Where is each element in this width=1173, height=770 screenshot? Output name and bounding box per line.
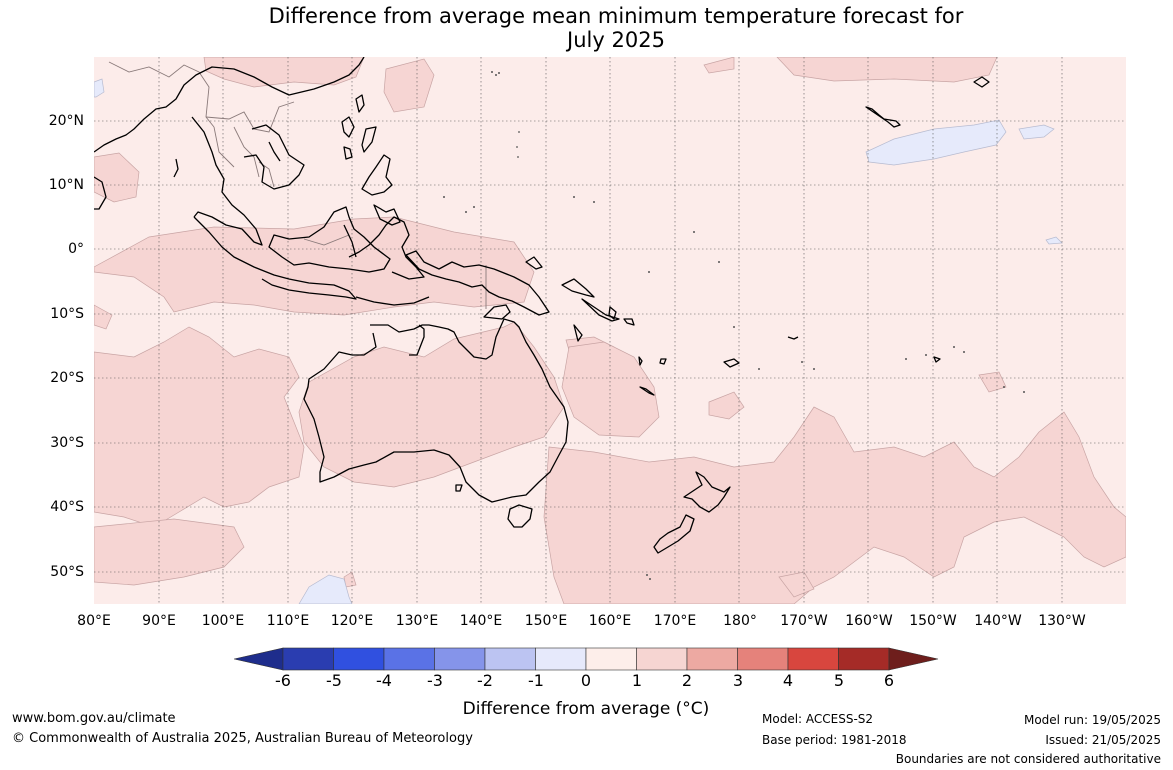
colorbar-segment xyxy=(888,647,939,671)
lon-label-170e: 170°E xyxy=(653,613,697,629)
base-period-text: Base period: 1981-2018 xyxy=(762,733,907,747)
colorbar-tick: -4 xyxy=(376,671,392,690)
website-link[interactable]: www.bom.gov.au/climate xyxy=(12,711,176,726)
country-borders xyxy=(108,61,487,309)
lat-label-50s: 50°S xyxy=(50,564,84,580)
colorbar-tick: 4 xyxy=(782,671,794,690)
lon-label-150e: 150°E xyxy=(524,613,568,629)
disclaimer-text: Boundaries are not considered authoritat… xyxy=(895,752,1161,766)
colorbar-segment xyxy=(282,647,334,671)
lon-label-130e: 130°E xyxy=(395,613,439,629)
lon-label-90e: 90°E xyxy=(142,613,176,629)
lat-label-20s: 20°S xyxy=(50,370,84,386)
colorbar-tick: -1 xyxy=(528,671,544,690)
coastlines xyxy=(94,57,990,554)
colorbar-segment xyxy=(787,647,839,671)
lon-label-180: 180° xyxy=(723,613,757,629)
lon-label-110e: 110°E xyxy=(266,613,310,629)
lon-label-80e: 80°E xyxy=(77,613,111,629)
colorbar-tick: 2 xyxy=(681,671,693,690)
cool-anomaly-regions xyxy=(94,78,1063,604)
small-islands xyxy=(443,71,1025,580)
lon-label-140w: 140°W xyxy=(974,613,1022,629)
colorbar-segment xyxy=(737,647,789,671)
colorbar-segment xyxy=(333,647,385,671)
lon-label-170w: 170°W xyxy=(780,613,828,629)
colorbar-segment xyxy=(383,647,435,671)
warm-anomaly-regions xyxy=(94,57,1126,604)
colorbar-segment xyxy=(686,647,738,671)
colorbar-segment xyxy=(434,647,486,671)
forecast-map xyxy=(94,57,1126,604)
lon-label-100e: 100°E xyxy=(201,613,245,629)
colorbar-tick: -5 xyxy=(326,671,342,690)
colorbar-tick: 3 xyxy=(732,671,744,690)
map-title-line1: Difference from average mean minimum tem… xyxy=(268,4,964,28)
colorbar-tick: -3 xyxy=(427,671,443,690)
colorbar-segment xyxy=(484,647,536,671)
colorbar-segment xyxy=(585,647,637,671)
lon-label-150w: 150°W xyxy=(909,613,957,629)
colorbar-segment xyxy=(838,647,890,671)
colorbar-tick: 0 xyxy=(580,671,592,690)
colorbar-segment xyxy=(535,647,587,671)
copyright-text: © Commonwealth of Australia 2025, Austra… xyxy=(12,731,473,746)
map-title: Difference from average mean minimum tem… xyxy=(0,4,1173,52)
colorbar-tick: -6 xyxy=(275,671,291,690)
lon-label-160e: 160°E xyxy=(588,613,632,629)
lon-label-120e: 120°E xyxy=(330,613,374,629)
colorbar-tick: 1 xyxy=(631,671,643,690)
lat-label-30s: 30°S xyxy=(50,435,84,451)
lat-label-10n: 10°N xyxy=(48,177,84,193)
model-run-text: Model run: 19/05/2025 xyxy=(1023,713,1161,727)
lon-label-160w: 160°W xyxy=(845,613,893,629)
map-title-line2: July 2025 xyxy=(567,28,665,52)
issued-text: Issued: 21/05/2025 xyxy=(1045,733,1161,747)
lon-label-130w: 130°W xyxy=(1038,613,1086,629)
colorbar-title: Difference from average (°C) xyxy=(462,699,710,719)
lat-label-40s: 40°S xyxy=(50,499,84,515)
lon-label-140e: 140°E xyxy=(459,613,503,629)
map-panel xyxy=(94,57,1126,604)
colorbar-segment xyxy=(234,647,284,671)
colorbar-segment xyxy=(636,647,688,671)
colorbar xyxy=(234,647,939,671)
colorbar-tick: -2 xyxy=(477,671,493,690)
lat-label-10s: 10°S xyxy=(50,306,84,322)
lat-label-20n: 20°N xyxy=(48,113,84,129)
model-text: Model: ACCESS-S2 xyxy=(762,712,874,726)
colorbar-tick: 6 xyxy=(883,671,895,690)
lat-label-0: 0° xyxy=(68,241,84,257)
graticule xyxy=(94,57,1126,604)
colorbar-tick: 5 xyxy=(833,671,845,690)
